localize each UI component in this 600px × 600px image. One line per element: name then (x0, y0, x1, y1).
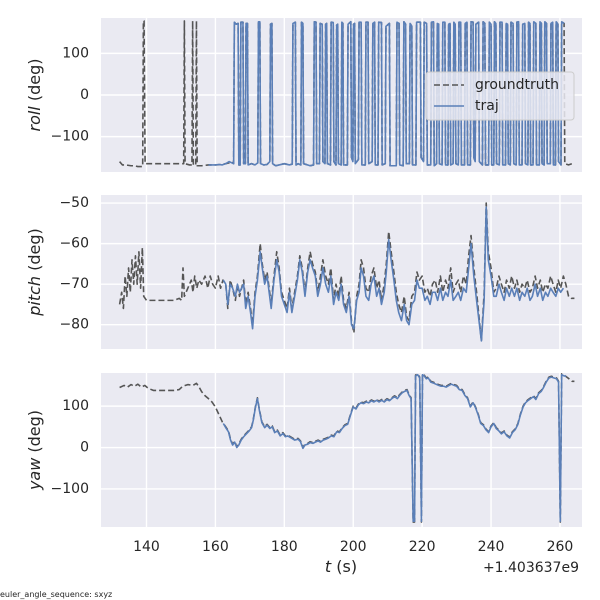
x-tick-label: 160 (202, 539, 229, 555)
euler-sequence-footnote: euler_angle_sequence: sxyz (0, 590, 112, 599)
x-axis-offset-text: +1.403637e9 (483, 560, 579, 576)
pitch-y-tick-label: −60 (59, 236, 89, 252)
legend-traj-label: traj (475, 98, 499, 114)
pitch-series (118, 202, 575, 342)
x-tick-label: 200 (340, 539, 367, 555)
pitch-y-tick-label: −50 (59, 195, 89, 211)
legend: groundtruth traj (425, 71, 575, 121)
roll-y-axis-label: roll (deg) (25, 59, 44, 132)
yaw-series (119, 373, 575, 523)
legend-groundtruth-label: groundtruth (475, 77, 559, 93)
x-tick-label: 220 (409, 539, 436, 555)
roll-y-tick-label: −100 (51, 129, 89, 145)
x-tick-label: 180 (271, 539, 298, 555)
x-tick-label: 240 (478, 539, 505, 555)
pitch-y-tick-label: −70 (59, 276, 89, 292)
legend-box (425, 71, 575, 121)
roll-series (118, 20, 575, 168)
yaw-plot-area (101, 373, 582, 527)
pitch-y-ticks: −80 −70 −60 −50 (59, 195, 89, 333)
pitch-plot-area (101, 195, 582, 349)
x-axis-label: t (s) (325, 557, 357, 576)
x-tick-label: 260 (547, 539, 574, 555)
roll-panel: −100 0 100 roll (deg) groundtruth traj (25, 18, 582, 172)
roll-y-tick-label: 100 (62, 45, 89, 61)
yaw-y-tick-label: 100 (62, 398, 89, 414)
pitch-y-axis-label: pitch (deg) (25, 228, 44, 317)
yaw-y-axis-label: yaw (deg) (25, 410, 44, 491)
pitch-y-tick-label: −80 (59, 317, 89, 333)
roll-traj-line (208, 20, 565, 167)
yaw-traj-line (222, 373, 567, 522)
pitch-grid (101, 195, 582, 349)
x-tick-label: 140 (133, 539, 160, 555)
x-ticks: 140 160 180 200 220 240 260 (133, 539, 573, 555)
yaw-y-ticks: −100 0 100 (51, 398, 89, 497)
pitch-traj-line (222, 206, 565, 342)
pitch-panel: −80 −70 −60 −50 pitch (deg) (25, 195, 582, 349)
yaw-panel: −100 0 100 140 160 180 200 220 240 260 yaw (deg)… (25, 373, 582, 576)
roll-y-ticks: −100 0 100 (51, 45, 89, 144)
yaw-y-tick-label: 0 (80, 440, 89, 456)
yaw-y-tick-label: −100 (51, 481, 89, 497)
roll-y-tick-label: 0 (80, 87, 89, 103)
